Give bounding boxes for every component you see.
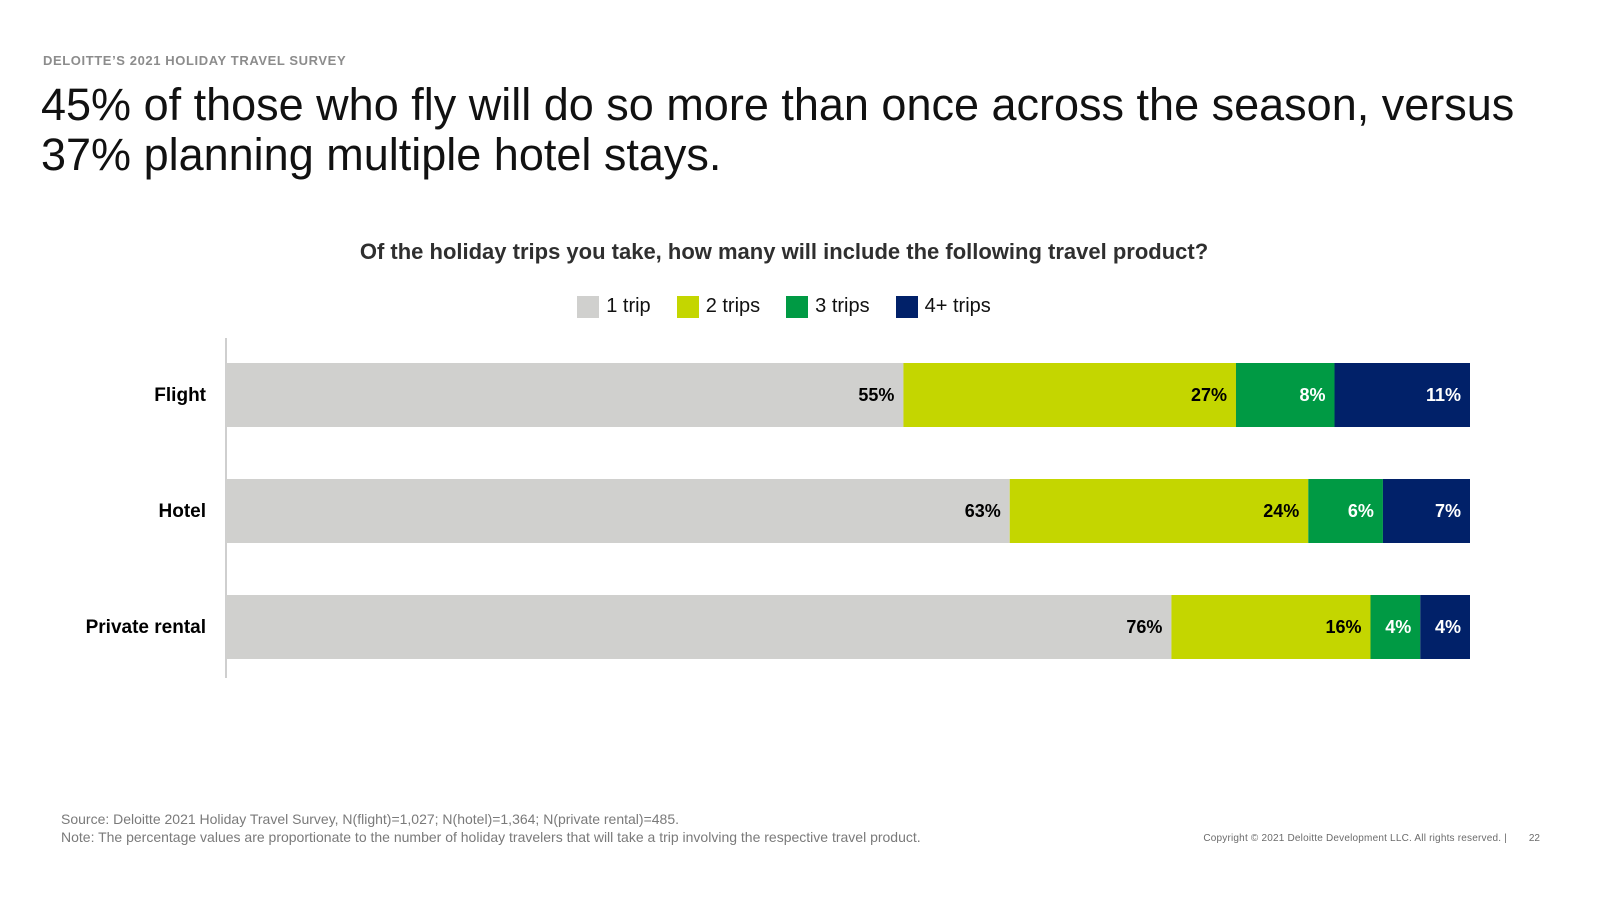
- bar-flight-3-trips: [1235, 363, 1335, 427]
- value-label-private-rental-2-trips: 16%: [1325, 617, 1361, 637]
- bar-flight-1-trip: [226, 363, 904, 427]
- bar-hotel-3-trips: [1308, 479, 1383, 543]
- legend-item-4-plus-trips: 4+ trips: [895, 295, 991, 318]
- page-number: 22: [1528, 833, 1540, 844]
- legend-swatch-4-plus-trips: [895, 295, 918, 318]
- value-label-hotel-4-plus-trips: 7%: [1435, 501, 1461, 521]
- value-label-private-rental-4-plus-trips: 4%: [1435, 617, 1461, 637]
- chart-title: Of the holiday trips you take, how many …: [359, 239, 1209, 264]
- page-title: 45% of those who fly will do so more tha…: [41, 79, 1515, 180]
- bar-private-rental-2-trips: [1171, 595, 1371, 659]
- stacked-bar-chart: Flight 55% 27% 8% 11% Hotel 63% 24% 6% 7% Private …: [86, 338, 1470, 678]
- legend-item-2-trips: 2 trips: [676, 295, 761, 318]
- bar-hotel-4-plus-trips: [1382, 479, 1470, 543]
- bar-flight-2-trips: [903, 363, 1236, 427]
- legend-label-2-trips: 2 trips: [705, 295, 761, 317]
- value-label-hotel-3-trips: 6%: [1348, 501, 1374, 521]
- legend-swatch-2-trips: [676, 295, 699, 318]
- value-label-flight-2-trips: 27%: [1191, 385, 1227, 405]
- bar-hotel-2-trips: [1009, 479, 1309, 543]
- legend-item-3-trips: 3 trips: [786, 295, 870, 318]
- bar-hotel-1-trip: [226, 479, 1010, 543]
- legend-label-1-trip: 1 trip: [606, 295, 651, 317]
- bar-private-rental-1-trip: [226, 595, 1172, 659]
- copyright: Copyright © 2021 Deloitte Development LL…: [1203, 833, 1507, 844]
- methodology-note: Note: The percentage values are proporti…: [61, 829, 921, 845]
- value-label-hotel-1-trip: 63%: [965, 501, 1001, 521]
- bar-private-rental-3-trips: [1370, 595, 1421, 659]
- legend-label-4-plus-trips: 4+ trips: [924, 295, 991, 317]
- legend-swatch-3-trips: [786, 295, 809, 318]
- category-label-flight: Flight: [154, 385, 206, 406]
- chart-legend: 1 trip 2 trips 3 trips 4+ trips: [0, 295, 1568, 318]
- value-label-private-rental-3-trips: 4%: [1385, 617, 1411, 637]
- category-label-hotel: Hotel: [159, 501, 207, 522]
- survey-eyebrow: DELOITTE’S 2021 HOLIDAY TRAVEL SURVEY: [43, 53, 347, 68]
- legend-item-1-trip: 1 trip: [577, 295, 651, 318]
- category-label-private-rental: Private rental: [86, 617, 206, 638]
- value-label-private-rental-1-trip: 76%: [1126, 617, 1162, 637]
- value-label-flight-4-plus-trips: 11%: [1426, 385, 1461, 405]
- value-label-hotel-2-trips: 24%: [1263, 501, 1299, 521]
- value-label-flight-3-trips: 8%: [1299, 385, 1325, 405]
- footnotes: Source: Deloitte 2021 Holiday Travel Sur…: [61, 810, 921, 846]
- bar-private-rental-4-plus-trips: [1420, 595, 1470, 659]
- source-note: Source: Deloitte 2021 Holiday Travel Sur…: [61, 811, 680, 827]
- legend-label-3-trips: 3 trips: [815, 295, 870, 317]
- legend-swatch-1-trip: [577, 295, 600, 318]
- bar-flight-4-plus-trips: [1334, 363, 1470, 427]
- value-label-flight-1-trip: 55%: [858, 385, 894, 405]
